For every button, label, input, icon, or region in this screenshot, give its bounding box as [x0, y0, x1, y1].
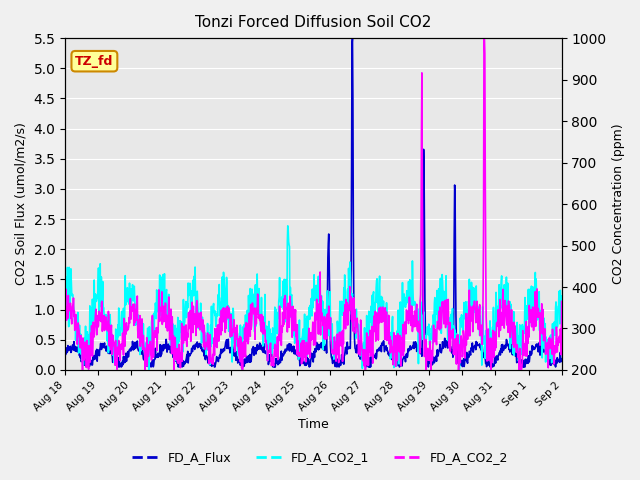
X-axis label: Time: Time: [298, 419, 329, 432]
Text: TZ_fd: TZ_fd: [76, 55, 113, 68]
Y-axis label: CO2 Soil Flux (umol/m2/s): CO2 Soil Flux (umol/m2/s): [15, 122, 28, 286]
Title: Tonzi Forced Diffusion Soil CO2: Tonzi Forced Diffusion Soil CO2: [195, 15, 431, 30]
Y-axis label: CO2 Concentration (ppm): CO2 Concentration (ppm): [612, 124, 625, 284]
Legend: FD_A_Flux, FD_A_CO2_1, FD_A_CO2_2: FD_A_Flux, FD_A_CO2_1, FD_A_CO2_2: [127, 446, 513, 469]
